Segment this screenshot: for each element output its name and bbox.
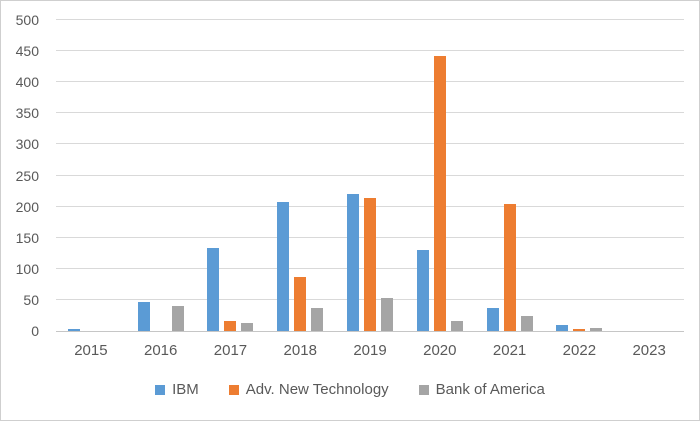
legend-swatch-icon [155, 384, 166, 395]
x-axis-line [56, 331, 684, 332]
legend-label: Adv. New Technology [245, 381, 389, 398]
y-axis-tick-label: 400 [15, 74, 39, 91]
bar-adv-new-technology-2020 [433, 55, 446, 331]
bar-bank-of-america-2022 [590, 327, 603, 331]
bar-group-2015 [56, 20, 126, 331]
gridline [56, 81, 684, 83]
legend-swatch-icon [418, 384, 429, 395]
bar-adv-new-technology-2018 [294, 276, 307, 331]
legend-item-bank-of-america: Bank of America [418, 381, 545, 398]
bar-adv-new-technology-2017 [224, 321, 237, 331]
gridline [56, 112, 684, 114]
bar-ibm-2018 [277, 202, 290, 331]
y-axis: 0 50 100 150 200 250 300 350 400 450 500 [1, 1, 45, 420]
gridline [56, 143, 684, 145]
x-axis-tick-label: 2016 [143, 342, 178, 359]
bar-group-2022 [544, 20, 614, 331]
y-axis-tick-label: 300 [15, 136, 39, 153]
bar-bank-of-america-2017 [241, 322, 254, 331]
y-axis-tick-label: 500 [15, 12, 39, 28]
bar-group-2016 [126, 20, 196, 331]
bar-bank-of-america-2016 [171, 305, 184, 331]
bar-adv-new-technology-2021 [503, 203, 516, 331]
y-axis-tick-label: 450 [15, 43, 39, 60]
legend-item-adv-new-technology: Adv. New Technology [228, 381, 389, 398]
bar-ibm-2021 [486, 308, 499, 331]
y-axis-tick-label: 50 [23, 291, 39, 308]
bar-bank-of-america-2020 [450, 321, 463, 331]
bar-adv-new-technology-2019 [364, 197, 377, 331]
y-axis-tick-label: 0 [31, 323, 39, 339]
bar-bank-of-america-2018 [311, 308, 324, 331]
y-axis-tick-label: 150 [15, 229, 39, 246]
x-axis-tick-label: 2017 [213, 342, 248, 359]
bar-adv-new-technology-2022 [573, 328, 586, 331]
legend-swatch-icon [228, 384, 239, 395]
bar-ibm-2019 [347, 194, 360, 331]
bar-group-2020 [405, 20, 475, 331]
gridline [56, 50, 684, 52]
x-axis-tick-label: 2022 [562, 342, 597, 359]
bar-ibm-2015 [67, 328, 80, 331]
x-axis-tick-label: 2018 [283, 342, 317, 359]
x-axis-tick-label: 2020 [423, 342, 457, 359]
y-axis-tick-label: 100 [15, 260, 39, 277]
y-axis-tick-label: 200 [15, 198, 39, 215]
y-axis-tick-label: 250 [15, 167, 39, 184]
bar-bank-of-america-2019 [381, 298, 394, 331]
legend: IBM Adv. New Technology Bank of America [1, 381, 699, 398]
x-axis-tick-label: 2021 [492, 342, 527, 359]
bar-bank-of-america-2021 [520, 316, 533, 331]
bar-group-2017 [196, 20, 266, 331]
y-axis-tick-label: 350 [15, 105, 39, 122]
x-axis-tick-label: 2023 [632, 342, 666, 359]
bar-ibm-2016 [137, 301, 150, 331]
bar-group-2021 [475, 20, 545, 331]
bar-ibm-2022 [556, 325, 569, 331]
x-axis-tick-label: 2015 [74, 342, 108, 359]
x-axis: 2015 2016 2017 2018 2019 2020 2021 2022 2023 [56, 342, 684, 359]
legend-item-ibm: IBM [155, 381, 199, 398]
bar-ibm-2017 [207, 247, 220, 331]
bar-groups [56, 20, 684, 331]
gridline [56, 19, 684, 20]
bar-group-2023 [614, 20, 684, 331]
bar-group-2019 [335, 20, 405, 331]
plot-area [56, 19, 684, 332]
gridline [56, 174, 684, 176]
legend-label: IBM [172, 381, 199, 398]
bar-ibm-2020 [416, 250, 429, 331]
legend-label: Bank of America [435, 381, 545, 398]
x-axis-tick-label: 2019 [353, 342, 387, 359]
bar-group-2018 [265, 20, 335, 331]
